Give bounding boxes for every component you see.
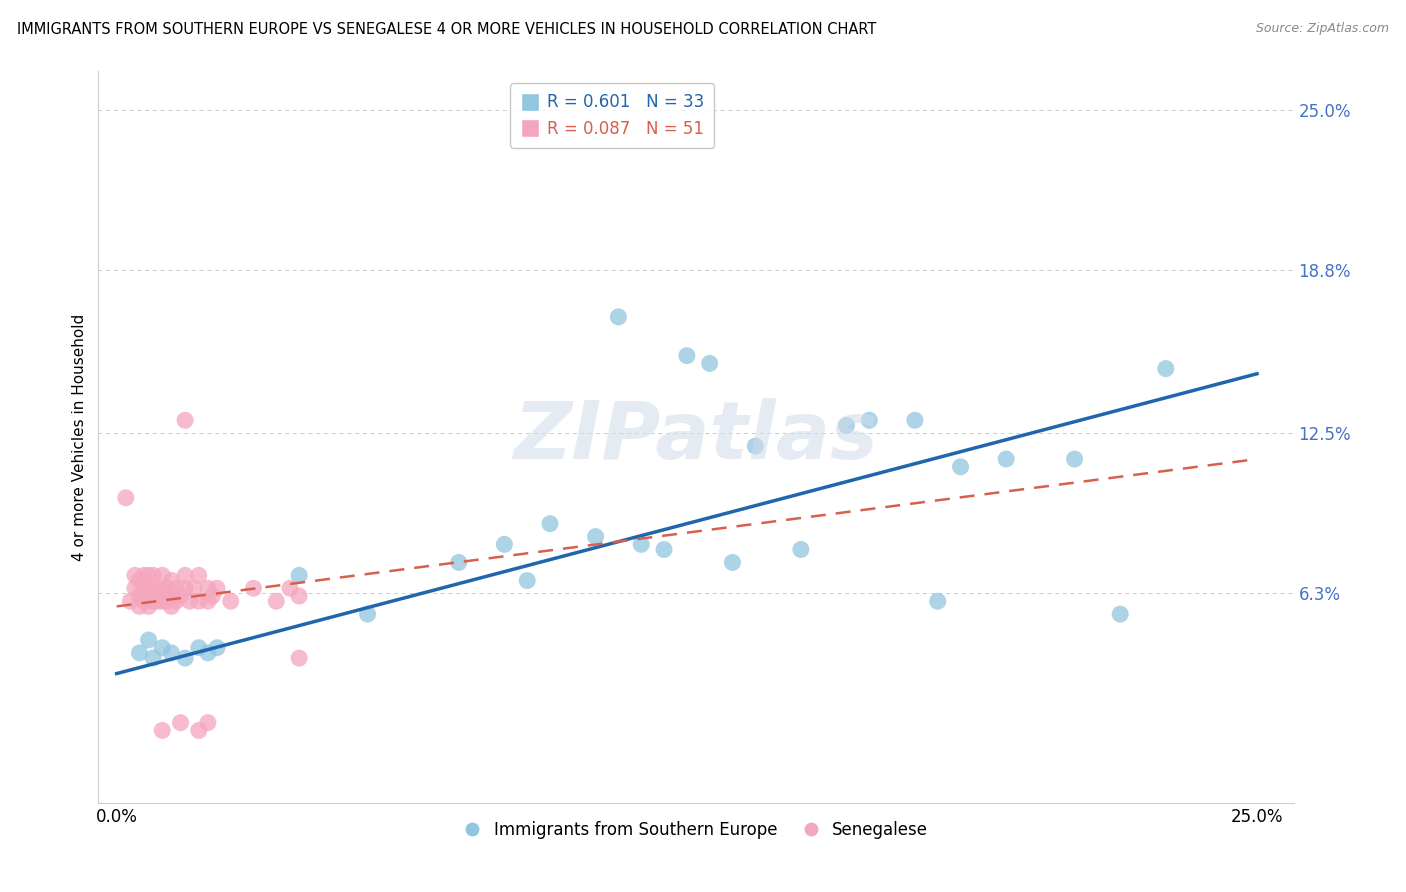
Point bbox=[187, 594, 209, 608]
Point bbox=[150, 594, 173, 608]
Point bbox=[288, 589, 311, 603]
Point bbox=[858, 413, 880, 427]
Point bbox=[197, 646, 219, 660]
Point bbox=[1109, 607, 1132, 621]
Point bbox=[266, 594, 288, 608]
Point bbox=[124, 582, 146, 596]
Point bbox=[447, 556, 470, 570]
Point bbox=[205, 640, 228, 655]
Point bbox=[156, 582, 179, 596]
Point bbox=[835, 418, 858, 433]
Point bbox=[165, 582, 187, 596]
Point bbox=[150, 583, 173, 598]
Point bbox=[699, 356, 721, 370]
Y-axis label: 4 or more Vehicles in Household: 4 or more Vehicles in Household bbox=[72, 313, 87, 561]
Point bbox=[160, 574, 183, 588]
Point bbox=[138, 589, 160, 603]
Point bbox=[219, 594, 242, 608]
Point bbox=[120, 594, 142, 608]
Point bbox=[676, 349, 699, 363]
Text: IMMIGRANTS FROM SOUTHERN EUROPE VS SENEGALESE 4 OR MORE VEHICLES IN HOUSEHOLD CO: IMMIGRANTS FROM SOUTHERN EUROPE VS SENEG… bbox=[17, 22, 876, 37]
Text: ZIPatlas: ZIPatlas bbox=[513, 398, 879, 476]
Point bbox=[146, 582, 169, 596]
Point bbox=[150, 723, 173, 738]
Point bbox=[607, 310, 630, 324]
Point bbox=[174, 568, 197, 582]
Point bbox=[205, 582, 228, 596]
Point bbox=[142, 594, 165, 608]
Point bbox=[995, 452, 1018, 467]
Point bbox=[160, 589, 183, 603]
Point bbox=[142, 583, 165, 598]
Point bbox=[169, 589, 191, 603]
Point bbox=[160, 599, 183, 614]
Point bbox=[494, 537, 516, 551]
Point bbox=[1063, 452, 1085, 467]
Point bbox=[183, 582, 205, 596]
Point bbox=[790, 542, 813, 557]
Point bbox=[187, 723, 209, 738]
Point bbox=[124, 568, 146, 582]
Point bbox=[744, 439, 766, 453]
Point bbox=[927, 594, 949, 608]
Point bbox=[150, 640, 173, 655]
Point bbox=[174, 413, 197, 427]
Point bbox=[169, 715, 191, 730]
Point bbox=[904, 413, 927, 427]
Point bbox=[132, 568, 155, 582]
Legend: Immigrants from Southern Europe, Senegalese: Immigrants from Southern Europe, Senegal… bbox=[457, 814, 935, 846]
Point bbox=[174, 651, 197, 665]
Point bbox=[197, 582, 219, 596]
Point bbox=[114, 491, 136, 505]
Point bbox=[288, 651, 311, 665]
Point bbox=[356, 607, 378, 621]
Point bbox=[721, 556, 744, 570]
Point bbox=[128, 599, 150, 614]
Point bbox=[288, 568, 311, 582]
Point bbox=[142, 651, 165, 665]
Point bbox=[197, 715, 219, 730]
Point bbox=[138, 582, 160, 596]
Point bbox=[150, 568, 173, 582]
Point bbox=[146, 594, 169, 608]
Point bbox=[156, 594, 179, 608]
Point bbox=[197, 594, 219, 608]
Point bbox=[138, 599, 160, 614]
Point bbox=[138, 632, 160, 647]
Point bbox=[132, 594, 155, 608]
Point bbox=[128, 646, 150, 660]
Point bbox=[949, 459, 972, 474]
Point bbox=[630, 537, 652, 551]
Point bbox=[652, 542, 675, 557]
Point bbox=[179, 594, 201, 608]
Point bbox=[1154, 361, 1177, 376]
Point bbox=[165, 594, 187, 608]
Point bbox=[142, 568, 165, 582]
Point bbox=[538, 516, 561, 531]
Point bbox=[278, 582, 301, 596]
Point bbox=[138, 568, 160, 582]
Point bbox=[132, 583, 155, 598]
Point bbox=[585, 530, 607, 544]
Point bbox=[174, 582, 197, 596]
Point bbox=[201, 589, 224, 603]
Point bbox=[128, 589, 150, 603]
Text: Source: ZipAtlas.com: Source: ZipAtlas.com bbox=[1256, 22, 1389, 36]
Point bbox=[242, 582, 264, 596]
Point bbox=[160, 646, 183, 660]
Point bbox=[187, 568, 209, 582]
Point bbox=[128, 574, 150, 588]
Point bbox=[187, 640, 209, 655]
Point bbox=[516, 574, 538, 588]
